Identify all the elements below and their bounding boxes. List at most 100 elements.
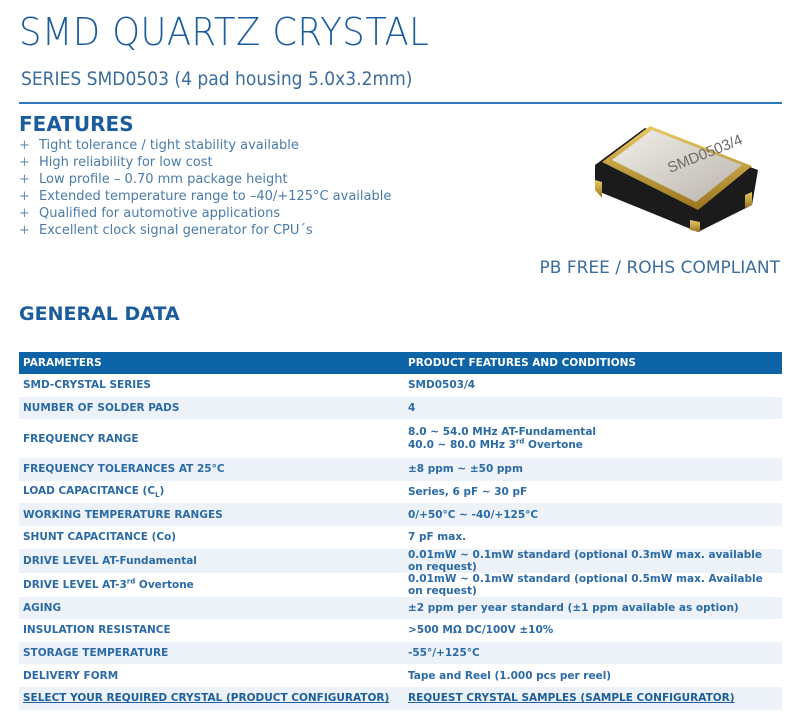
- plus-bullet-icon: +: [19, 138, 30, 153]
- parameter-cell: FREQUENCY RANGE: [19, 419, 404, 458]
- parameter-text: FREQUENCY RANGE: [23, 432, 139, 445]
- value-text: 8.0 ~ 54.0 MHz AT-Fundamental: [408, 425, 597, 438]
- parameter-cell: FREQUENCY TOLERANCES AT 25°C: [19, 458, 404, 481]
- parameter-cell: DRIVE LEVEL AT-Fundamental: [19, 548, 404, 573]
- table-row: DRIVE LEVEL AT-Fundamental 0.01mW ~ 0.1mW…: [19, 548, 782, 573]
- feature-text: Qualified for automotive applications: [39, 206, 281, 221]
- feature-item: + High reliability for low cost: [19, 154, 391, 171]
- feature-text: Tight tolerance / tight stability availa…: [39, 138, 299, 153]
- value-text: 7 pF max.: [408, 531, 467, 544]
- value-cell: >500 MΩ DC/100V ±10%: [404, 619, 782, 642]
- parameter-cell: INSULATION RESISTANCE: [19, 619, 404, 642]
- parameter-text: SHUNT CAPACITANCE (Co): [23, 531, 177, 544]
- value-text: ±8 ppm ~ ±50 ppm: [408, 463, 523, 476]
- value-text: SMD0503/4: [408, 379, 476, 392]
- table-row: NUMBER OF SOLDER PADS 4: [19, 396, 782, 420]
- parameter-text: DRIVE LEVEL AT-3rd Overtone: [23, 577, 194, 592]
- parameter-text: NUMBER OF SOLDER PADS: [23, 401, 180, 414]
- value-text: 40.0 ~ 80.0 MHz 3rd Overtone: [408, 437, 583, 452]
- parameter-cell: DELIVERY FORM: [19, 664, 404, 687]
- parameter-text: WORKING TEMPERATURE RANGES: [23, 508, 223, 521]
- parameter-cell: DRIVE LEVEL AT-3rd Overtone: [19, 573, 404, 597]
- parameter-cell: WORKING TEMPERATURE RANGES: [19, 503, 404, 526]
- parameter-cell: AGING: [19, 596, 404, 620]
- parameter-text: FREQUENCY TOLERANCES AT 25°C: [23, 463, 225, 476]
- table-row: STORAGE TEMPERATURE -55°/+125°C: [19, 641, 782, 665]
- table-row: AGING ±2 ppm per year standard (±1 ppm av…: [19, 596, 782, 620]
- value-cell: SMD0503/4: [404, 374, 782, 397]
- feature-text: Low profile – 0.70 mm package height: [39, 172, 288, 187]
- value-cell: ±2 ppm per year standard (±1 ppm availab…: [404, 596, 782, 620]
- parameter-text: STORAGE TEMPERATURE: [23, 647, 169, 660]
- plus-bullet-icon: +: [19, 189, 30, 204]
- value-cell: 0/+50°C ~ -40/+125°C: [404, 503, 782, 526]
- value-cell: 8.0 ~ 54.0 MHz AT-Fundamental 40.0 ~ 80.0…: [404, 419, 782, 458]
- links-row: SELECT YOUR REQUIRED CRYSTAL (PRODUCT CO…: [19, 686, 782, 710]
- feature-item: + Qualified for automotive applications: [19, 205, 391, 222]
- plus-bullet-icon: +: [19, 155, 30, 170]
- general-data-table: PARAMETERS PRODUCT FEATURES AND CONDITIO…: [19, 352, 782, 710]
- value-cell: Series, 6 pF ~ 30 pF: [404, 481, 782, 504]
- value-cell: -55°/+125°C: [404, 641, 782, 665]
- feature-item: + Low profile – 0.70 mm package height: [19, 171, 391, 188]
- table-row: DELIVERY FORM Tape and Reel (1.000 pcs pe…: [19, 664, 782, 687]
- value-text: 0/+50°C ~ -40/+125°C: [408, 508, 539, 521]
- page-title: SMD QUARTZ CRYSTAL: [19, 10, 430, 54]
- feature-item: + Extended temperature range to –40/+125°…: [19, 188, 391, 205]
- parameter-text: AGING: [23, 601, 62, 614]
- parameter-cell: LOAD CAPACITANCE (CL): [19, 481, 404, 504]
- plus-bullet-icon: +: [19, 223, 30, 238]
- parameter-cell: SMD-CRYSTAL SERIES: [19, 374, 404, 397]
- feature-item: + Excellent clock signal generator for CP…: [19, 222, 391, 239]
- link-cell: REQUEST CRYSTAL SAMPLES (SAMPLE CONFIGUR…: [404, 686, 782, 710]
- value-text: 0.01mW ~ 0.1mW standard (optional 0.5mW …: [408, 572, 763, 597]
- parameter-text: INSULATION RESISTANCE: [23, 624, 171, 637]
- value-text: -55°/+125°C: [408, 647, 480, 660]
- table-row: INSULATION RESISTANCE >500 MΩ DC/100V ±10…: [19, 619, 782, 642]
- plus-bullet-icon: +: [19, 206, 30, 221]
- feature-text: Excellent clock signal generator for CPU…: [39, 223, 313, 238]
- table-row: DRIVE LEVEL AT-3rd Overtone 0.01mW ~ 0.1m…: [19, 573, 782, 597]
- feature-text: High reliability for low cost: [39, 155, 213, 170]
- features-list: + Tight tolerance / tight stability avail…: [19, 137, 391, 239]
- parameter-text: DELIVERY FORM: [23, 669, 119, 682]
- value-cell: 0.01mW ~ 0.1mW standard (optional 0.3mW …: [404, 548, 782, 573]
- parameter-text: DRIVE LEVEL AT-Fundamental: [23, 554, 197, 567]
- table-row: WORKING TEMPERATURE RANGES 0/+50°C ~ -40/…: [19, 503, 782, 526]
- page-subtitle: SERIES SMD0503 (4 pad housing 5.0x3.2mm): [21, 68, 413, 90]
- value-text: ±2 ppm per year standard (±1 ppm availab…: [408, 601, 739, 614]
- parameter-text: SMD-CRYSTAL SERIES: [23, 379, 151, 392]
- parameter-cell: STORAGE TEMPERATURE: [19, 641, 404, 665]
- rohs-compliance-label: PB FREE / ROHS COMPLIANT: [539, 258, 780, 278]
- general-data-heading: GENERAL DATA: [19, 303, 180, 325]
- value-text: 0.01mW ~ 0.1mW standard (optional 0.3mW …: [408, 548, 763, 573]
- value-cell: ±8 ppm ~ ±50 ppm: [404, 458, 782, 481]
- value-text: 4: [408, 401, 416, 414]
- value-cell: Tape and Reel (1.000 pcs per reel): [404, 664, 782, 687]
- column-header-features: PRODUCT FEATURES AND CONDITIONS: [404, 352, 782, 374]
- column-header-parameters: PARAMETERS: [19, 352, 404, 374]
- crystal-product-image: SMD0503/4: [595, 126, 758, 232]
- table-row: LOAD CAPACITANCE (CL) Series, 6 pF ~ 30 p…: [19, 481, 782, 504]
- value-text: Series, 6 pF ~ 30 pF: [408, 486, 528, 499]
- divider: [19, 102, 782, 104]
- parameter-cell: SHUNT CAPACITANCE (Co): [19, 526, 404, 549]
- value-cell: 0.01mW ~ 0.1mW standard (optional 0.5mW …: [404, 573, 782, 597]
- value-cell: 7 pF max.: [404, 526, 782, 549]
- feature-text: Extended temperature range to –40/+125°C…: [39, 189, 392, 204]
- table-row: FREQUENCY TOLERANCES AT 25°C ±8 ppm ~ ±50…: [19, 458, 782, 481]
- value-text: Tape and Reel (1.000 pcs per reel): [408, 669, 612, 682]
- value-text: >500 MΩ DC/100V ±10%: [408, 624, 554, 637]
- table-row: FREQUENCY RANGE 8.0 ~ 54.0 MHz AT-Fundame…: [19, 419, 782, 458]
- plus-bullet-icon: +: [19, 172, 30, 187]
- parameter-text: LOAD CAPACITANCE (CL): [23, 485, 165, 500]
- link-cell: SELECT YOUR REQUIRED CRYSTAL (PRODUCT CO…: [19, 686, 404, 710]
- table-row: SHUNT CAPACITANCE (Co) 7 pF max.: [19, 526, 782, 549]
- table-row: SMD-CRYSTAL SERIES SMD0503/4: [19, 374, 782, 397]
- sample-configurator-link[interactable]: REQUEST CRYSTAL SAMPLES (SAMPLE CONFIGUR…: [408, 692, 735, 705]
- product-configurator-link[interactable]: SELECT YOUR REQUIRED CRYSTAL (PRODUCT CO…: [23, 692, 390, 705]
- value-cell: 4: [404, 396, 782, 420]
- feature-item: + Tight tolerance / tight stability avail…: [19, 137, 391, 154]
- table-header-row: PARAMETERS PRODUCT FEATURES AND CONDITIO…: [19, 352, 782, 374]
- features-heading: FEATURES: [19, 112, 134, 136]
